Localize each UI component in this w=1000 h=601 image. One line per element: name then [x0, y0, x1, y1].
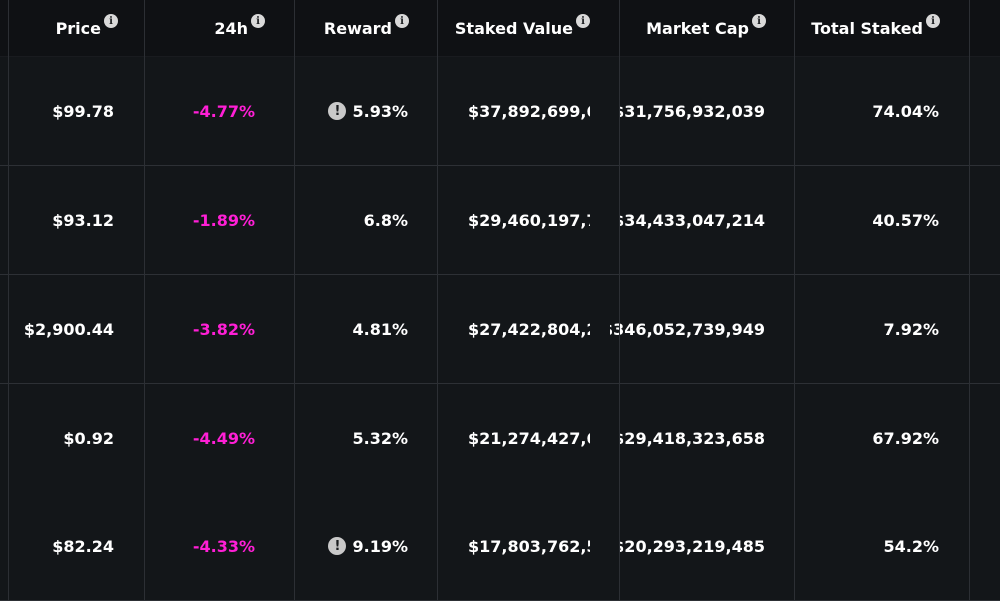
reward-cell: 6.8%: [295, 166, 408, 274]
header-24h-label: 24h: [214, 18, 248, 38]
total-staked-cell: 40.57%: [872, 210, 939, 230]
header-price-label: Price: [55, 18, 101, 38]
header-total-staked[interactable]: Total Staked i: [795, 0, 940, 56]
market-cap-cell: $29,418,323,658: [620, 428, 765, 448]
header-24h[interactable]: 24h i: [145, 0, 265, 56]
reward-cell: ! 9.19%: [295, 492, 408, 600]
info-icon[interactable]: i: [926, 14, 940, 28]
info-icon[interactable]: i: [104, 14, 118, 28]
market-cap-cell: $34,433,047,214: [620, 210, 765, 230]
column-divider: [8, 0, 9, 600]
change-24h-cell: -4.33%: [192, 536, 255, 556]
reward-cell: ! 5.93%: [295, 57, 408, 165]
table-header: Price i 24h i Reward i Staked Value i Market…: [0, 0, 1000, 57]
column-divider: [144, 0, 145, 600]
header-market-cap-label: Market Cap: [646, 18, 749, 38]
table-row[interactable]: $82.24 -4.33% ! 9.19% $17,803,762,595 $20…: [0, 492, 1000, 601]
price-cell: $0.92: [63, 428, 114, 448]
warning-icon[interactable]: !: [328, 102, 347, 120]
header-reward-label: Reward: [323, 18, 392, 38]
info-icon[interactable]: i: [752, 14, 766, 28]
header-market-cap[interactable]: Market Cap i: [620, 0, 766, 56]
total-staked-cell: 67.92%: [872, 428, 939, 448]
change-24h-cell: -4.77%: [192, 101, 255, 121]
info-icon[interactable]: i: [395, 14, 409, 28]
column-divider: [437, 0, 438, 600]
header-staked-value-label: Staked Value: [454, 18, 573, 38]
table-row[interactable]: $2,900.44 -3.82% 4.81% $27,422,804,24 $3…: [0, 275, 1000, 384]
warning-icon[interactable]: !: [328, 537, 347, 555]
total-staked-cell: 74.04%: [872, 101, 939, 121]
reward-value: 5.32%: [352, 428, 408, 448]
column-divider: [969, 0, 970, 600]
table-row[interactable]: $0.92 -4.49% 5.32% $21,274,427,623 $29,4…: [0, 384, 1000, 493]
price-cell: $82.24: [52, 536, 114, 556]
column-divider: [794, 0, 795, 600]
reward-value: 5.93%: [352, 101, 408, 121]
change-24h-cell: -4.49%: [192, 428, 255, 448]
reward-cell: 4.81%: [295, 275, 408, 383]
market-cap-cell: $346,052,739,949: [610, 319, 765, 339]
column-divider: [294, 0, 295, 600]
reward-value: 9.19%: [352, 536, 408, 556]
info-icon[interactable]: i: [251, 14, 265, 28]
table-row[interactable]: $99.78 -4.77% ! 5.93% $37,892,699,62 $31,…: [0, 57, 1000, 166]
column-divider: [619, 0, 620, 600]
staked-value-cell: $21,274,427,623: [468, 428, 590, 448]
header-price[interactable]: Price i: [0, 0, 118, 56]
market-cap-cell: $20,293,219,485: [620, 536, 765, 556]
staked-value-cell: $29,460,197,730: [468, 210, 590, 230]
price-cell: $93.12: [52, 210, 114, 230]
total-staked-cell: 7.92%: [883, 319, 939, 339]
change-24h-cell: -1.89%: [192, 210, 255, 230]
reward-cell: 5.32%: [295, 384, 408, 492]
reward-value: 6.8%: [363, 210, 408, 230]
header-reward[interactable]: Reward i: [295, 0, 409, 56]
total-staked-cell: 54.2%: [883, 536, 939, 556]
staked-value-cell: $17,803,762,595: [468, 536, 590, 556]
staked-value-cell: $27,422,804,24: [468, 319, 590, 339]
change-24h-cell: -3.82%: [192, 319, 255, 339]
header-staked-value[interactable]: Staked Value i: [438, 0, 590, 56]
table-row[interactable]: $93.12 -1.89% 6.8% $29,460,197,730 $34,4…: [0, 166, 1000, 275]
info-icon[interactable]: i: [576, 14, 590, 28]
market-cap-cell: $31,756,932,039: [620, 101, 765, 121]
reward-value: 4.81%: [352, 319, 408, 339]
price-cell: $2,900.44: [23, 319, 114, 339]
header-total-staked-label: Total Staked: [811, 18, 923, 38]
price-cell: $99.78: [52, 101, 114, 121]
staked-value-cell: $37,892,699,62: [468, 101, 590, 121]
